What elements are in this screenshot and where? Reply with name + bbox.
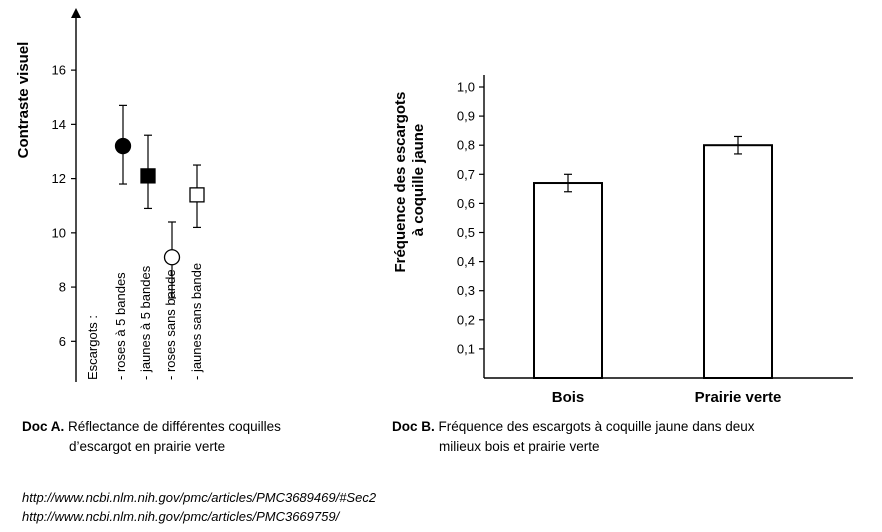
chart-a-y-tick-label: 14 <box>52 117 66 132</box>
chart-a-legend-item: - jaunes à 5 bandes <box>138 265 153 380</box>
chart-a-y-tick-label: 10 <box>52 225 66 240</box>
chart-b-y-tick-label: 0,8 <box>457 138 475 153</box>
chart-a-point <box>163 249 181 266</box>
chart-b-y-tick-label: 0,6 <box>457 196 475 211</box>
doc-a-caption-line2: d’escargot en prairie verte <box>69 439 226 454</box>
chart-b-y-tick-label: 0,2 <box>457 312 475 327</box>
chart-b-y-tick-label: 0,9 <box>457 109 475 124</box>
doc-a-caption-label: Doc A. <box>22 419 65 434</box>
chart-b-bar <box>703 144 773 379</box>
chart-b-y-label: Fréquence des escargots à coquille jaune <box>392 87 427 272</box>
chart-b-y-tick-label: 1,0 <box>457 80 475 95</box>
doc-b-caption-line2: milieux bois et prairie verte <box>439 439 600 454</box>
chart-a-legend-item: - roses sans bande <box>163 269 178 380</box>
chart-a-y-label: Contraste visuel <box>15 42 32 159</box>
chart-b-y-tick-label: 0,1 <box>457 341 475 356</box>
doc-b-caption-label: Doc B. <box>392 419 435 434</box>
chart-a-legend-item: - jaunes sans bande <box>189 263 204 380</box>
chart-a-legend-header: Escargots : <box>85 315 100 380</box>
chart-b-category-label: Prairie verte <box>695 389 782 406</box>
chart-a-y-tick-label: 16 <box>52 63 66 78</box>
sources: http://www.ncbi.nlm.nih.gov/pmc/articles… <box>22 488 376 526</box>
doc-a-caption-line1: Réflectance de différentes coquilles <box>68 419 281 434</box>
source-link[interactable]: http://www.ncbi.nlm.nih.gov/pmc/articles… <box>22 490 377 505</box>
chart-a-y-tick-label: 12 <box>52 171 66 186</box>
chart-a-y-tick-label: 6 <box>59 334 66 349</box>
chart-a-y-axis-arrow <box>71 8 81 18</box>
chart-b-y-label-line2: à coquille jaune <box>410 124 427 237</box>
doc-b-caption: Doc B. Fréquence des escargots à coquill… <box>392 417 755 457</box>
chart-b-bar <box>533 182 603 379</box>
chart-a-point <box>140 168 156 184</box>
chart-b-y-tick-label: 0,5 <box>457 225 475 240</box>
chart-a-point <box>114 137 132 155</box>
doc-b-caption-line1: Fréquence des escargots à coquille jaune… <box>438 419 755 434</box>
doc-a-caption: Doc A. Réflectance de différentes coquil… <box>22 417 281 457</box>
chart-b-y-tick-label: 0,4 <box>457 254 475 269</box>
chart-b-y-label-line1: Fréquence des escargots <box>392 92 409 273</box>
source-link[interactable]: http://www.ncbi.nlm.nih.gov/pmc/articles… <box>22 509 340 524</box>
chart-b-y-tick-label: 0,7 <box>457 167 475 182</box>
chart-a-point <box>189 187 205 203</box>
chart-b-category-label: Bois <box>552 389 585 406</box>
chart-a-y-tick-label: 8 <box>59 280 66 295</box>
chart-b-y-tick-label: 0,3 <box>457 283 475 298</box>
chart-a-legend-item: - roses à 5 bandes <box>113 272 128 380</box>
